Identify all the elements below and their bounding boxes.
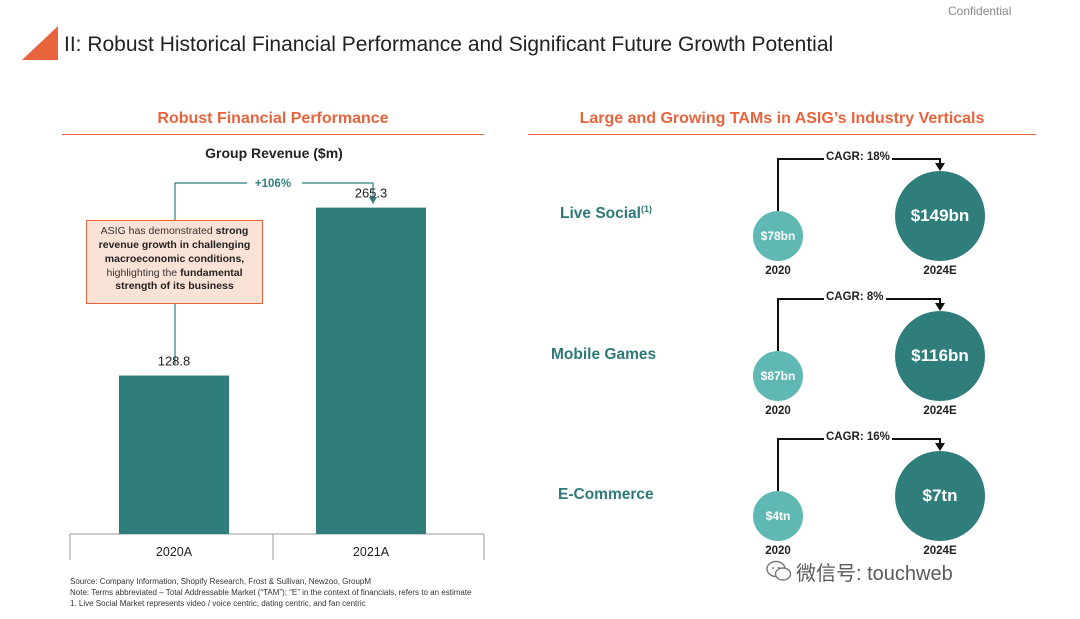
vertical-label: Live Social(1) [560, 204, 652, 223]
year-label-2020: 2020 [765, 545, 791, 557]
confidential-label: Confidential [948, 4, 1012, 18]
cagr-label: CAGR: 18% [824, 151, 892, 163]
growth-annotation: +106% [255, 178, 291, 190]
cagr-arrow-head [935, 303, 945, 311]
tam-2020-bubble: $4tn [753, 491, 803, 541]
bar-value-label: 128.8 [158, 354, 191, 369]
tam-2020-bubble: $87bn [753, 351, 803, 401]
cagr-label: CAGR: 8% [824, 291, 886, 303]
footnote-marker: (1) [640, 204, 652, 214]
logo-triangle-icon [22, 26, 58, 60]
watermark-text: 微信号: touchweb [796, 563, 953, 585]
cagr-label: CAGR: 16% [824, 431, 892, 443]
page-title: II: Robust Historical Financial Performa… [64, 33, 834, 56]
vertical-label: Mobile Games [551, 346, 657, 363]
tam-2024e-bubble: $7tn [895, 451, 985, 541]
callout-bold-1: strong revenue growth in challenging mac… [98, 225, 251, 265]
year-label-2024e: 2024E [923, 545, 957, 557]
callout-bold-2: fundamental strength of its business [115, 266, 243, 293]
year-label-2024e: 2024E [923, 265, 957, 277]
right-section-rule [528, 134, 1036, 135]
callout-text-2: highlighting the [106, 266, 181, 279]
tam-2024e-bubble: $149bn [895, 171, 985, 261]
chart-title: Group Revenue ($m) [205, 145, 343, 161]
x-tick-label: 2020A [156, 545, 193, 559]
vertical-label: E-Commerce [558, 486, 654, 503]
left-section-title: Robust Financial Performance [157, 110, 389, 127]
footnote-1: 1. Live Social Market represents video /… [70, 599, 366, 608]
growth-arrow-head [369, 197, 377, 204]
bar-2021A [316, 207, 426, 535]
bar-2020A [119, 375, 229, 534]
tam-2020-bubble: $78bn [753, 211, 803, 261]
right-section-title: Large and Growing TAMs in ASIG’s Industr… [579, 110, 985, 127]
wechat-icon [766, 560, 792, 581]
footnote-note: Note: Terms abbreviated – Total Addressa… [70, 588, 472, 597]
tam-2024e-bubble: $116bn [895, 311, 985, 401]
cagr-arrow-head [935, 443, 945, 451]
callout-box: ASIG has demonstrated strong revenue gro… [86, 220, 263, 304]
bar-value-label: 265.3 [355, 186, 388, 201]
year-label-2024e: 2024E [923, 405, 957, 417]
x-tick-label: 2021A [353, 545, 390, 559]
left-section-rule [62, 134, 484, 135]
year-label-2020: 2020 [765, 405, 791, 417]
callout-text-1: ASIG has demonstrated [100, 225, 216, 237]
growth-bracket-right [302, 182, 374, 198]
year-label-2020: 2020 [765, 265, 791, 277]
footnote-source: Source: Company Information, Shopify Res… [70, 577, 372, 586]
cagr-arrow-head [935, 163, 945, 171]
